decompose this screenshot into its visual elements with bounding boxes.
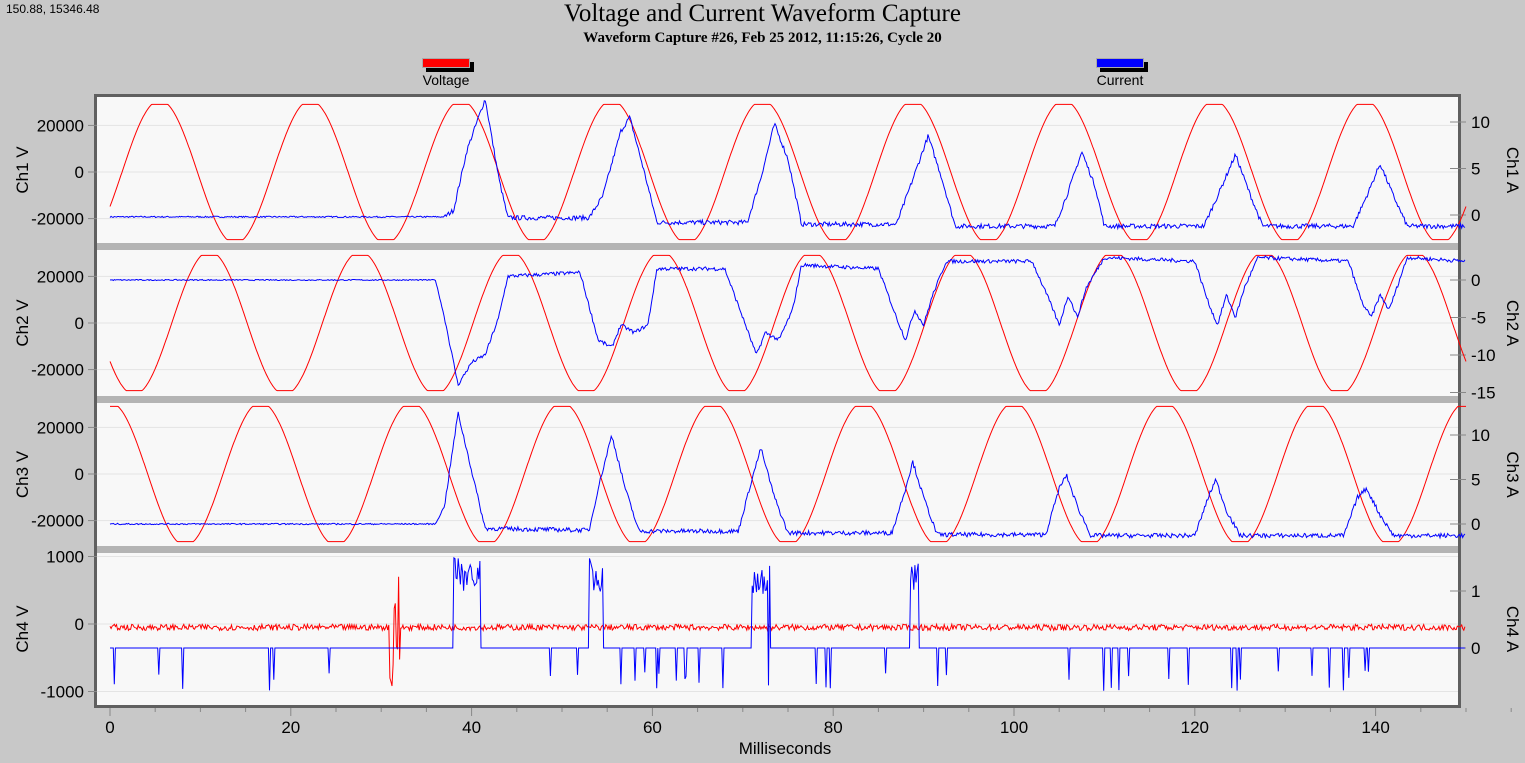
y-tick-label-right: 0 (1471, 515, 1480, 534)
y-tick-label-right: 10 (1471, 113, 1490, 132)
y-tick-label-right: 0 (1471, 206, 1480, 225)
legend-voltage-label: Voltage (422, 72, 470, 88)
y-tick-label-left: -20000 (31, 210, 84, 229)
chart-subtitle: Waveform Capture #26, Feb 25 2012, 11:15… (583, 30, 942, 46)
panel-separator (97, 546, 1458, 553)
y-tick-label-left: -20000 (31, 512, 84, 531)
y-tick-label-right: -10 (1471, 346, 1496, 365)
panel-4: 1000 0 -1000 1 0 Ch4 V Ch4 A (13, 548, 1522, 705)
y-tick-label-right: 0 (1471, 271, 1480, 290)
y-axis-label-right: Ch1 A (1503, 147, 1522, 194)
panel-background (97, 97, 1458, 243)
y-axis-label-left: Ch3 V (13, 450, 32, 498)
y-tick-label-right: 10 (1471, 426, 1490, 445)
voltage-series-ch1 (109, 103, 1467, 241)
y-tick-label-left: 0 (75, 163, 84, 182)
y-axis-label-left: Ch4 V (13, 605, 32, 653)
y-axis-label-right: Ch3 A (1503, 451, 1522, 498)
y-tick-label-left: 0 (75, 615, 84, 634)
voltage-series-ch2 (109, 254, 1467, 392)
x-tick-label: 20 (281, 718, 300, 737)
panel-3: 20000 0 -20000 10 5 0 Ch3 V Ch3 A (13, 403, 1522, 553)
y-tick-label-right: -15 (1471, 384, 1496, 403)
current-series-ch1 (109, 100, 1466, 231)
y-tick-label-right: 1 (1471, 582, 1480, 601)
y-tick-label-left: -20000 (31, 361, 84, 380)
current-series-ch3 (109, 411, 1466, 540)
y-axis-label-left: Ch1 V (13, 146, 32, 194)
current-series-ch4 (110, 556, 1465, 691)
x-tick-label: 60 (643, 718, 662, 737)
y-tick-label-right: 0 (1471, 639, 1480, 658)
x-tick-label: 0 (105, 718, 114, 737)
x-tick-label: 120 (1181, 718, 1209, 737)
y-tick-label-left: 0 (75, 314, 84, 333)
x-axis-label: Milliseconds (738, 739, 832, 758)
legend-current[interactable]: Current (1096, 58, 1180, 88)
current-series-ch2 (109, 255, 1466, 387)
current-swatch (1096, 58, 1144, 68)
x-tick-label: 100 (1000, 718, 1028, 737)
x-tick-label: 140 (1361, 718, 1389, 737)
legend-current-label: Current (1096, 72, 1144, 88)
panel-separator (97, 243, 1458, 250)
legend-voltage[interactable]: Voltage (422, 58, 506, 88)
panel-separator (97, 396, 1458, 403)
voltage-series-ch4 (109, 576, 1466, 687)
y-tick-label-left: 0 (75, 465, 84, 484)
panel-2: 20000 0 -20000 0 -5 -10 -15 Ch2 V Ch2 A (13, 250, 1522, 403)
y-tick-label-left: 1000 (46, 548, 84, 567)
panel-1: 20000 0 -20000 10 5 0 Ch1 V Ch1 A (13, 97, 1522, 250)
y-axis-label-right: Ch4 A (1503, 606, 1522, 653)
y-tick-label-left: 20000 (37, 116, 84, 135)
x-tick-label: 80 (824, 718, 843, 737)
voltage-swatch (422, 58, 470, 68)
y-tick-label-right: 5 (1471, 160, 1480, 179)
voltage-series-ch3 (110, 405, 1466, 543)
y-tick-label-left: 20000 (37, 267, 84, 286)
y-tick-label-left: -1000 (41, 683, 84, 702)
panel-background (97, 553, 1458, 705)
y-tick-label-left: 20000 (37, 418, 84, 437)
chart-title: Voltage and Current Waveform Capture (564, 0, 961, 27)
x-tick-label: 40 (462, 718, 481, 737)
y-axis-label-right: Ch2 A (1503, 300, 1522, 347)
cursor-readout: 150.88, 15346.48 (6, 2, 100, 16)
y-axis-label-left: Ch2 V (13, 299, 32, 347)
y-tick-label-right: -5 (1471, 309, 1486, 328)
y-tick-label-right: 5 (1471, 471, 1480, 490)
